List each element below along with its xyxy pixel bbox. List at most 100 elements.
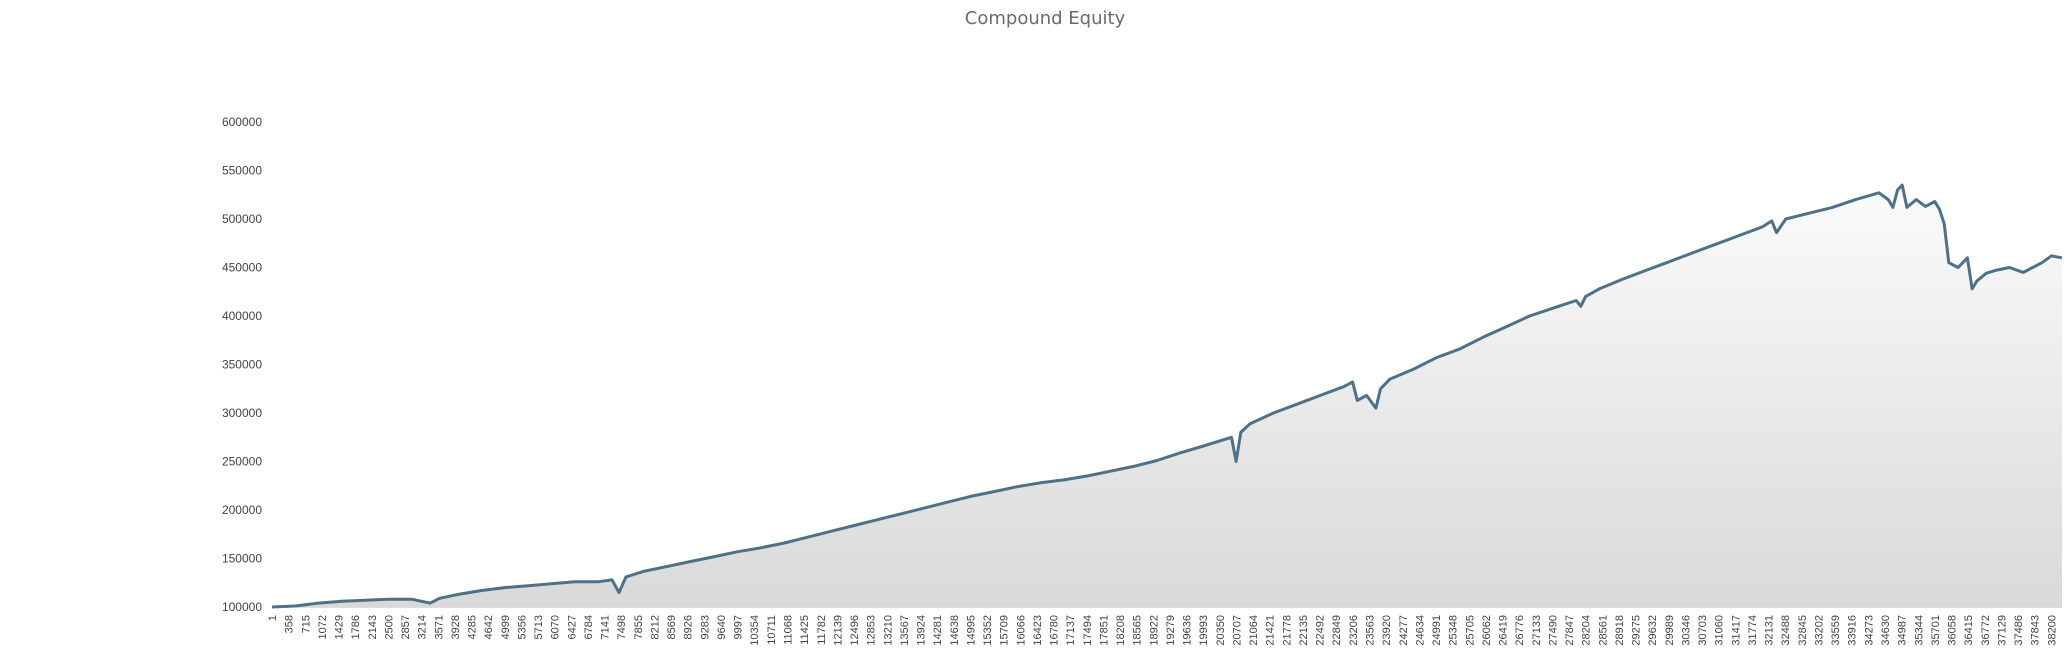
x-tick-label: 2500 xyxy=(383,615,395,639)
x-tick-label: 13567 xyxy=(899,615,911,646)
x-tick-label: 3571 xyxy=(433,615,445,639)
x-tick-label: 21064 xyxy=(1248,615,1260,646)
x-tick-label: 25348 xyxy=(1448,615,1460,646)
x-tick-label: 22492 xyxy=(1315,615,1327,646)
x-tick-label: 28918 xyxy=(1614,615,1626,646)
x-tick-label: 23206 xyxy=(1348,615,1360,646)
x-tick-label: 13210 xyxy=(882,615,894,646)
chart-title: Compound Equity xyxy=(964,8,1126,29)
x-tick-label: 27490 xyxy=(1547,615,1559,646)
x-tick-label: 35701 xyxy=(1930,615,1942,646)
x-tick-label: 27847 xyxy=(1564,615,1576,646)
x-tick-label: 19279 xyxy=(1165,615,1177,646)
y-tick-label: 600000 xyxy=(222,115,262,129)
equity-line xyxy=(271,183,2063,609)
x-tick-label: 18208 xyxy=(1115,615,1127,646)
x-tick-label: 2143 xyxy=(367,615,379,639)
x-tick-label: 12853 xyxy=(866,615,878,646)
x-tick-label: 22135 xyxy=(1298,615,1310,646)
x-tick-label: 11425 xyxy=(799,615,811,645)
x-tick-label: 33916 xyxy=(1847,615,1859,646)
x-tick-label: 1786 xyxy=(350,615,362,639)
x-tick-label: 22849 xyxy=(1331,615,1343,646)
x-tick-label: 26776 xyxy=(1514,615,1526,646)
x-tick-label: 7498 xyxy=(616,615,628,639)
x-tick-label: 29989 xyxy=(1664,615,1676,646)
x-tick-label: 8926 xyxy=(683,615,695,639)
equity-area-fill xyxy=(272,185,2062,607)
y-tick-label: 450000 xyxy=(222,261,262,275)
x-tick-label: 27133 xyxy=(1531,615,1543,646)
x-tick-label: 35344 xyxy=(1913,615,1925,646)
x-tick-label: 17137 xyxy=(1065,615,1077,646)
x-tick-label: 37486 xyxy=(2013,615,2025,646)
x-tick-label: 17494 xyxy=(1082,615,1094,646)
x-tick-label: 2857 xyxy=(400,615,412,639)
x-tick-label: 31060 xyxy=(1714,615,1726,646)
x-tick-label: 33559 xyxy=(1830,615,1842,646)
y-tick-label: 100000 xyxy=(222,600,262,614)
x-tick-label: 26419 xyxy=(1498,615,1510,646)
x-tick-label: 18565 xyxy=(1132,615,1144,646)
x-tick-label: 38200 xyxy=(2046,615,2058,646)
x-tick-label: 36415 xyxy=(1963,615,1975,646)
x-tick-label: 23563 xyxy=(1365,615,1377,646)
x-tick-label: 10711 xyxy=(766,615,778,645)
x-tick-label: 358 xyxy=(284,615,296,633)
x-tick-label: 1072 xyxy=(317,615,329,639)
x-tick-label: 4642 xyxy=(483,615,495,639)
x-tick-label: 30346 xyxy=(1680,615,1692,646)
x-tick-label: 15709 xyxy=(999,615,1011,646)
x-tick-label: 12496 xyxy=(849,615,861,646)
y-axis: 100000 150000 200000 250000 300000 350000 4000… xyxy=(222,115,262,614)
x-tick-label: 9640 xyxy=(716,615,728,639)
x-tick-label: 1 xyxy=(267,615,279,621)
x-tick-label: 14638 xyxy=(949,615,961,646)
y-tick-label: 150000 xyxy=(222,552,262,566)
x-tick-label: 14281 xyxy=(932,615,944,646)
x-tick-label: 17851 xyxy=(1098,615,1110,646)
x-tick-label: 8569 xyxy=(666,615,678,639)
x-tick-label: 16780 xyxy=(1049,615,1061,646)
x-tick-label: 24277 xyxy=(1398,615,1410,646)
x-tick-label: 7855 xyxy=(633,615,645,639)
y-tick-label: 250000 xyxy=(222,455,262,469)
x-tick-label: 15352 xyxy=(982,615,994,646)
x-tick-label: 37129 xyxy=(1996,615,2008,646)
y-tick-label: 350000 xyxy=(222,358,262,372)
x-tick-label: 21778 xyxy=(1281,615,1293,646)
x-tick-label: 18922 xyxy=(1148,615,1160,646)
x-tick-label: 29275 xyxy=(1631,615,1643,646)
x-tick-label: 24634 xyxy=(1414,615,1426,646)
x-tick-label: 32845 xyxy=(1797,615,1809,646)
y-tick-label: 400000 xyxy=(222,309,262,323)
x-tick-label: 21421 xyxy=(1265,615,1277,646)
x-tick-label: 19993 xyxy=(1198,615,1210,646)
x-tick-label: 5713 xyxy=(533,615,545,639)
x-tick-label: 3928 xyxy=(450,615,462,639)
y-tick-label: 300000 xyxy=(222,406,262,420)
x-tick-label: 33202 xyxy=(1813,615,1825,646)
x-tick-label: 25705 xyxy=(1464,615,1476,646)
x-tick-label: 32131 xyxy=(1764,615,1776,646)
y-tick-label: 550000 xyxy=(222,164,262,178)
x-tick-label: 10354 xyxy=(749,615,761,646)
x-tick-label: 34630 xyxy=(1880,615,1892,646)
x-tick-label: 715 xyxy=(300,615,312,633)
x-tick-label: 31774 xyxy=(1747,615,1759,646)
x-tick-label: 26062 xyxy=(1481,615,1493,646)
x-tick-label: 20707 xyxy=(1231,615,1243,646)
x-tick-label: 11068 xyxy=(782,615,794,645)
x-tick-label: 6427 xyxy=(566,615,578,639)
x-tick-label: 13924 xyxy=(916,615,928,646)
x-tick-label: 28204 xyxy=(1581,615,1593,646)
x-tick-label: 16066 xyxy=(1015,615,1027,646)
x-tick-label: 4999 xyxy=(500,615,512,639)
x-tick-label: 14995 xyxy=(965,615,977,646)
x-tick-label: 36058 xyxy=(1947,615,1959,646)
x-tick-label: 3214 xyxy=(417,615,429,639)
x-tick-label: 37843 xyxy=(2030,615,2042,646)
x-tick-label: 34273 xyxy=(1863,615,1875,646)
x-tick-label: 24991 xyxy=(1431,615,1443,646)
